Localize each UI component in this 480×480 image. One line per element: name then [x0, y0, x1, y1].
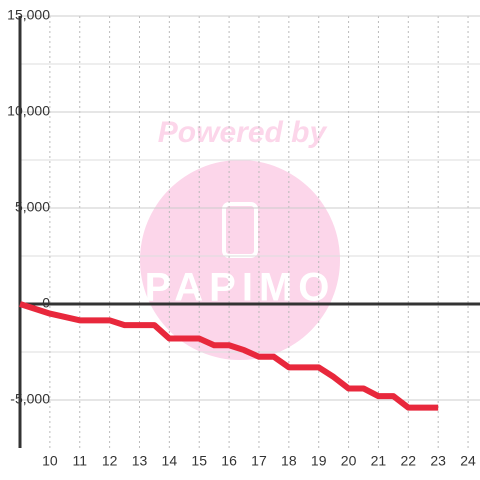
watermark-circle	[140, 160, 340, 360]
x-tick-label: 20	[341, 453, 357, 469]
x-tick-label: 21	[371, 453, 387, 469]
x-tick-label: 15	[191, 453, 207, 469]
x-tick-label: 23	[430, 453, 446, 469]
data-line	[19, 301, 439, 411]
x-tick-label: 11	[72, 453, 87, 469]
y-tick-label: 10,000	[7, 103, 50, 119]
y-tick-label: 5,000	[15, 199, 50, 215]
y-tick-label: 15,000	[7, 7, 50, 23]
x-tick-label: 14	[162, 453, 178, 469]
y-tick-label: 0	[42, 295, 50, 311]
x-tick-label: 12	[102, 453, 118, 469]
x-tick-label: 16	[221, 453, 237, 469]
watermark-brand: PAPIMO	[145, 266, 336, 310]
x-tick-label: 13	[132, 453, 148, 469]
x-tick-label: 10	[42, 453, 58, 469]
x-tick-label: 18	[281, 453, 297, 469]
y-tick-label: -5,000	[10, 391, 50, 407]
watermark-title: Powered by	[158, 116, 328, 149]
x-tick-label: 19	[311, 453, 327, 469]
x-tick-label: 17	[251, 453, 267, 469]
x-tick-label: 22	[401, 453, 417, 469]
x-tick-label: 24	[460, 453, 476, 469]
